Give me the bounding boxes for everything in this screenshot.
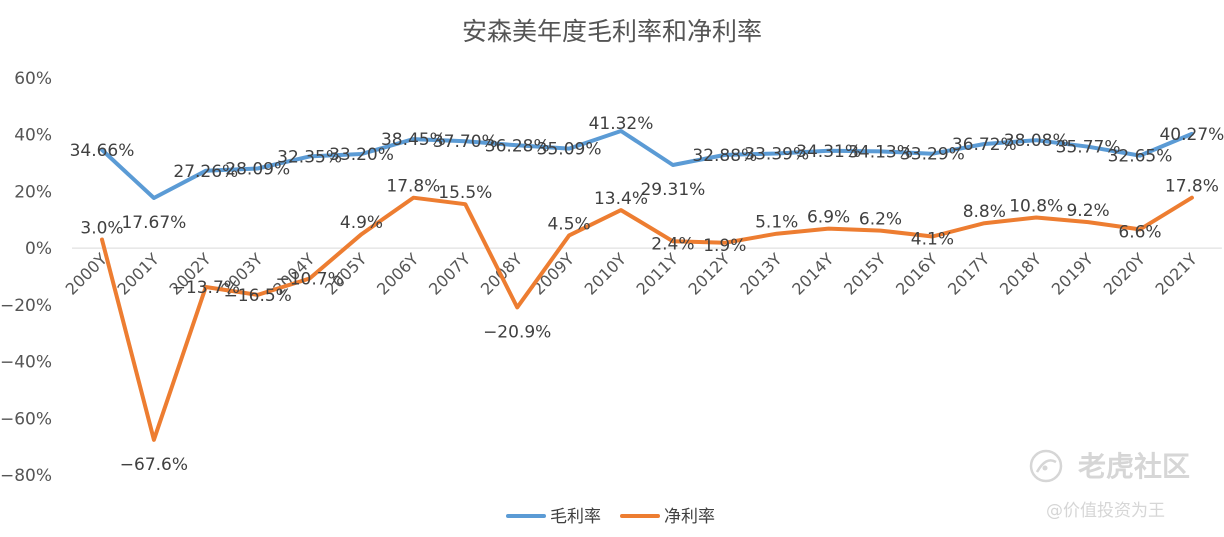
net-margin-label: −16.5% [224, 286, 292, 306]
net-margin-label: 6.2% [859, 210, 902, 230]
net-margin-label: 8.8% [963, 202, 1006, 222]
gross-margin-label: 41.32% [589, 114, 654, 134]
x-tick-label: 2015Y [840, 249, 889, 298]
net-margin-label: 13.4% [594, 189, 648, 209]
chart-title: 安森美年度毛利率和净利率 [462, 17, 762, 46]
y-tick-label: 20% [14, 182, 52, 202]
net-margin-label: −10.7% [275, 269, 343, 289]
tiger-logo-icon [1029, 449, 1063, 483]
x-tick-label: 2021Y [1152, 249, 1201, 298]
gross-margin-label: 34.31% [796, 142, 861, 162]
data-labels: 34.66% 17.67% 27.26%28.09%32.35%33.20%38.4… [70, 114, 1224, 475]
x-tick-label: 2020Y [1100, 249, 1149, 298]
net-margin-label: −20.9% [483, 322, 551, 342]
gross-margin-label: 33.29% [900, 145, 965, 165]
net-margin-label: 17.8% [1165, 177, 1219, 197]
x-tick-label: 2013Y [736, 249, 785, 298]
gross-margin-label: 35.09% [537, 140, 602, 160]
x-tick-label: 2012Y [684, 249, 733, 298]
gross-margin-label: 28.09% [225, 159, 290, 179]
legend: 毛利率 净利率 [506, 507, 715, 527]
gross-margin-label: 36.28% [485, 136, 550, 156]
x-tick-label: 2016Y [892, 249, 941, 298]
x-tick-label: 2010Y [581, 249, 630, 298]
gross-margin-label: 38.45% [381, 130, 446, 150]
y-axis: 60% 40% 20% 0% −20% −40% −60% −80% [0, 69, 52, 486]
y-tick-label: −60% [0, 409, 52, 429]
watermark: 老虎社区 @价值投资为王 [1029, 449, 1190, 521]
gross-margin-label: 33.20% [329, 145, 394, 165]
gross-margin-label: 36.72% [952, 135, 1017, 155]
y-tick-label: 40% [14, 126, 52, 146]
y-tick-label: −80% [0, 466, 52, 486]
x-tick-label: 2017Y [944, 249, 993, 298]
net-margin-label: 10.8% [1009, 197, 1063, 217]
net-margin-label: −67.6% [120, 455, 188, 475]
gross-margin-label: 38.08% [1004, 131, 1069, 151]
gross-margin-label: 40.27% [1159, 125, 1224, 145]
gross-margin-label: 33.39% [744, 144, 809, 164]
net-margin-label: 9.2% [1066, 201, 1109, 221]
x-tick-label: 2018Y [996, 249, 1045, 298]
x-tick-label: 2001Y [114, 249, 163, 298]
net-margin-line [100, 195, 1194, 442]
y-tick-label: −20% [0, 296, 52, 316]
y-tick-label: 60% [14, 69, 52, 89]
net-margin-label: −13.7% [172, 278, 240, 298]
gross-margin-label: 35.77% [1056, 138, 1121, 158]
x-tick-label: 2006Y [373, 249, 422, 298]
x-tick-label: 2007Y [425, 249, 474, 298]
net-margin-label: 15.5% [438, 183, 492, 203]
gross-margin-label: 32.35% [277, 147, 342, 167]
legend-label-net-margin: 净利率 [664, 507, 715, 527]
net-margin-label: 3.0% [80, 219, 123, 239]
y-tick-label: 0% [25, 239, 52, 259]
gross-margin-label: 32.88% [692, 146, 757, 166]
gross-margin-label: 34.66% [70, 141, 135, 161]
legend-label-gross-margin: 毛利率 [550, 507, 601, 527]
net-margin-label: 2.4% [651, 234, 694, 254]
x-tick-label: 2014Y [788, 249, 837, 298]
y-tick-label: −40% [0, 353, 52, 373]
x-tick-label: 2000Y [62, 249, 111, 298]
net-margin-label: 6.6% [1118, 222, 1161, 242]
watermark-subtext: @价值投资为王 [1046, 501, 1165, 521]
x-tick-label: 2011Y [633, 249, 682, 298]
gross-margin-label: 27.26% [173, 162, 238, 182]
x-tick-label: 2019Y [1048, 249, 1097, 298]
net-margin-label: 4.5% [547, 214, 590, 234]
gross-margin-label: 37.70% [433, 132, 498, 152]
watermark-logo-text: 老虎社区 [1078, 450, 1190, 483]
gross-margin-line [100, 129, 1194, 200]
net-margin-label: 4.1% [911, 230, 954, 250]
net-margin-label: 1.9% [703, 236, 746, 256]
gross-margin-label: 34.13% [848, 142, 913, 162]
net-margin-label: 6.9% [807, 208, 850, 228]
gross-margin-label: 29.31% [640, 180, 705, 200]
net-margin-label: 5.1% [755, 213, 798, 233]
gross-margin-label: 17.67% [121, 213, 186, 233]
gross-margin-label: 32.65% [1108, 147, 1173, 167]
series-layer [100, 129, 1194, 442]
net-margin-label: 4.9% [340, 213, 383, 233]
net-margin-label: 17.8% [386, 177, 440, 197]
